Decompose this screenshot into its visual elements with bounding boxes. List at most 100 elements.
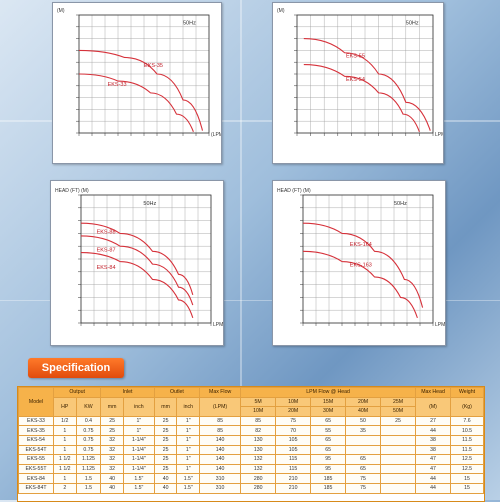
table-row: EKS-54 1 0.75 32 1-1/4" 25 1" 140 130 105 65 38 11.5 [18, 434, 484, 446]
table-cell: 25 [100, 425, 124, 436]
unit2-head-20m: 20M [275, 406, 312, 417]
header-weight: Weight [450, 387, 484, 398]
table-cell: 38 [415, 434, 451, 446]
table-cell: 65 [345, 463, 382, 475]
chart-grid [296, 14, 434, 134]
table-cell: 40 [100, 482, 124, 494]
table-row: EKS-84T 2 1.5 40 1.5" 40 1.5" 310 280 210 185 75 44 1… [18, 482, 484, 494]
pump-curve [302, 222, 424, 308]
table-cell: 1 [52, 444, 77, 456]
x-axis-label: (LPM) [211, 132, 221, 138]
curve-label: EKS-54 [346, 77, 365, 83]
pump-curve [303, 64, 420, 133]
pump-curve [303, 38, 431, 131]
table-cell: 1.5 [75, 482, 102, 494]
table-cell: 50 [345, 415, 382, 427]
table-cell: 15 [450, 482, 484, 494]
table-cell: 1 [52, 425, 77, 436]
table-cell: 40 [100, 473, 124, 484]
table-cell: 47 [415, 463, 451, 475]
table-cell [380, 473, 417, 484]
table-cell: 0.4 [75, 415, 102, 427]
table-cell: 1.5" [122, 482, 155, 494]
table-cell: 1" [176, 434, 201, 446]
table-cell: 7.6 [450, 415, 484, 427]
unit-max-head: (M) [415, 396, 451, 417]
table-cell: 132 [240, 463, 277, 475]
table-cell: 38 [415, 444, 451, 456]
y-axis-label: HEAD (FT) (M) [277, 188, 311, 194]
header-max-flow: Max Flow [199, 387, 242, 398]
table-cell: 0.75 [75, 444, 102, 456]
background-line [0, 120, 500, 122]
table-cell: 44 [415, 473, 451, 484]
pump-curve [80, 222, 194, 295]
pump-curve [78, 49, 204, 131]
frequency-label: 50Hz [406, 20, 419, 26]
unit2-head-50m: 50M [380, 406, 417, 417]
table-cell: 1.5 [75, 473, 102, 484]
table-cell: 1-1/4" [122, 434, 155, 446]
chart-panel-3: HEAD (FT) (M) LPM 50Hz EKS-88 EKS-87 EKS-84 [50, 180, 224, 346]
curve-label: EKS-87 [97, 247, 116, 253]
table-cell: EKS-54T [18, 444, 54, 456]
table-cell: 140 [199, 444, 242, 456]
table-cell: 1-1/4" [122, 444, 155, 456]
unit-inlet-inch: inch [122, 396, 155, 417]
table-cell [380, 425, 417, 436]
table-cell: 105 [275, 444, 312, 456]
table-cell: 65 [310, 415, 347, 427]
table-cell: 310 [199, 473, 242, 484]
y-axis-label: (M) [277, 8, 285, 14]
background-line [240, 0, 242, 500]
table-cell: EKS-55 [18, 454, 54, 465]
table-cell: 44 [415, 482, 451, 494]
x-axis-label: LPM [435, 322, 445, 328]
table-cell: 85 [199, 425, 242, 436]
table-cell: 11.5 [450, 434, 484, 446]
table-cell: 210 [275, 482, 312, 494]
x-axis-label: LPM [213, 322, 223, 328]
chart-4: HEAD (FT) (M) LPM 50Hz EKS-164 EKS-163 [277, 188, 445, 328]
table-header-row: Model Output Inlet Outlet Max Flow LPM F… [18, 387, 484, 417]
unit-head-15m: 15M [310, 396, 347, 408]
table-cell: 25 [153, 454, 178, 465]
table-cell: 140 [199, 434, 242, 446]
table-cell: EKS-84T [18, 482, 54, 494]
unit-outlet-mm: mm [153, 396, 178, 417]
table-cell: 1" [176, 444, 201, 456]
unit-hp: HP [52, 396, 77, 417]
specification-table: Model Output Inlet Outlet Max Flow LPM F… [17, 386, 485, 502]
curve-label: EKS-88 [97, 229, 116, 235]
y-axis-label: HEAD (FT) (M) [55, 188, 89, 194]
unit-head-25m: 25M [380, 396, 417, 408]
table-cell: 95 [310, 454, 347, 465]
table-cell: 70 [275, 425, 312, 436]
table-cell: 32 [100, 444, 124, 456]
chart-grid [302, 194, 434, 324]
frequency-label: 50Hz [183, 20, 196, 26]
chart-grid [80, 194, 212, 324]
table-cell [345, 444, 382, 456]
table-cell: 1 1/2 [52, 463, 77, 475]
frequency-label: 50Hz [143, 201, 156, 207]
table-cell: 0.75 [75, 425, 102, 436]
table-cell: 85 [240, 415, 277, 427]
curve-label: EKS-163 [350, 263, 372, 269]
table-cell: 75 [345, 473, 382, 484]
table-cell: 12.5 [450, 454, 484, 465]
table-cell [345, 434, 382, 446]
curve-label: EKS-164 [350, 242, 372, 248]
table-cell: 1-1/4" [122, 454, 155, 465]
pump-curve [302, 250, 418, 319]
header-lpm-flow: LPM Flow @ Head [240, 387, 417, 398]
table-cell: 25 [153, 415, 178, 427]
table-cell: 32 [100, 463, 124, 475]
pump-curve [80, 252, 194, 319]
curve-label: EKS-33 [108, 82, 127, 88]
table-cell: 210 [275, 473, 312, 484]
table-cell: 25 [380, 415, 417, 427]
table-cell: 1 [52, 473, 77, 484]
table-cell: 1.125 [75, 454, 102, 465]
table-cell: 65 [345, 454, 382, 465]
